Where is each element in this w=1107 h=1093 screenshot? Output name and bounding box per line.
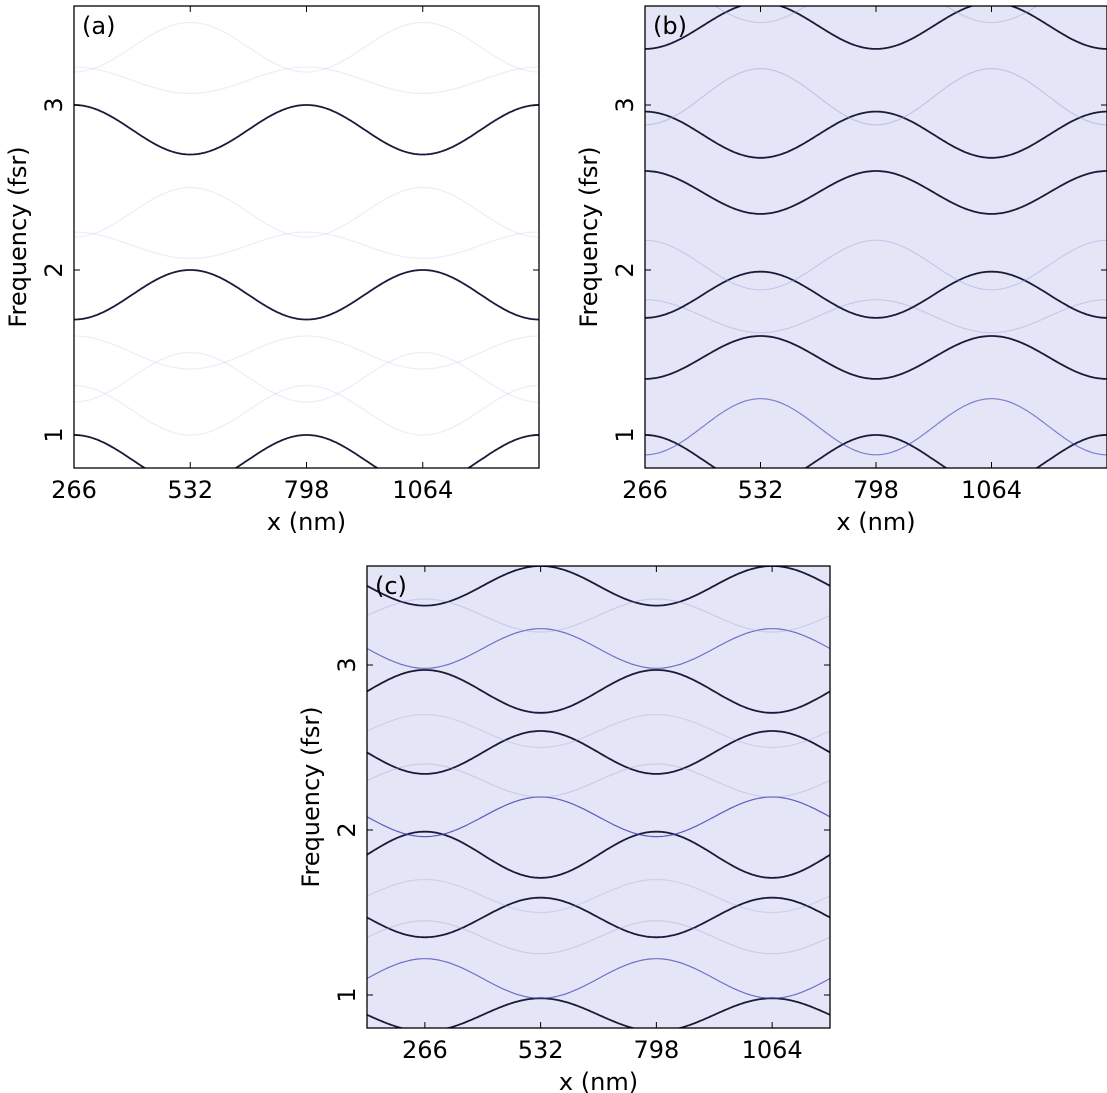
x-tick-label: 266 bbox=[622, 476, 668, 504]
y-axis-label: Frequency (fsr) bbox=[4, 146, 32, 327]
x-tick-label: 266 bbox=[402, 1036, 448, 1064]
y-tick-label: 1 bbox=[333, 987, 361, 1002]
x-tick-label: 798 bbox=[284, 476, 330, 504]
chart-panel-1: 266 532 798 1064 1 2 3 x (nm) Frequency (fsr) (a) bbox=[4, 6, 539, 536]
y-tick-label: 1 bbox=[611, 427, 639, 442]
y-tick-label: 2 bbox=[333, 822, 361, 837]
y-axis-label: Frequency (fsr) bbox=[297, 706, 325, 887]
y-tick-label: 2 bbox=[40, 262, 68, 277]
x-tick-label: 798 bbox=[853, 476, 899, 504]
x-tick-label: 1064 bbox=[961, 476, 1022, 504]
panel-label: (c) bbox=[375, 572, 407, 600]
panel-label: (a) bbox=[82, 12, 115, 40]
x-tick-label: 798 bbox=[633, 1036, 679, 1064]
y-tick-label: 3 bbox=[333, 657, 361, 672]
chart-panel-3: 266 532 798 1064 1 2 3 x (nm) Frequency (fsr) (c) bbox=[297, 566, 830, 1093]
x-axis-label: x (nm) bbox=[559, 1068, 638, 1093]
x-tick-label: 1064 bbox=[392, 476, 453, 504]
x-tick-label: 532 bbox=[738, 476, 784, 504]
x-tick-label: 532 bbox=[518, 1036, 564, 1064]
panel-label: (b) bbox=[653, 12, 687, 40]
plot-background bbox=[367, 566, 830, 1028]
x-tick-label: 266 bbox=[51, 476, 97, 504]
x-tick-label: 532 bbox=[167, 476, 213, 504]
y-axis-label: Frequency (fsr) bbox=[575, 146, 603, 327]
chart-panel-2: 266 532 798 1064 1 2 3 x (nm) Frequency (fsr) (b) bbox=[575, 0, 1107, 536]
x-axis-label: x (nm) bbox=[836, 508, 915, 536]
y-tick-label: 3 bbox=[40, 97, 68, 112]
x-tick-label: 1064 bbox=[742, 1036, 803, 1064]
y-tick-label: 2 bbox=[611, 262, 639, 277]
y-tick-label: 3 bbox=[611, 97, 639, 112]
y-tick-label: 1 bbox=[40, 427, 68, 442]
x-axis-label: x (nm) bbox=[267, 508, 346, 536]
plot-background bbox=[645, 6, 1107, 468]
